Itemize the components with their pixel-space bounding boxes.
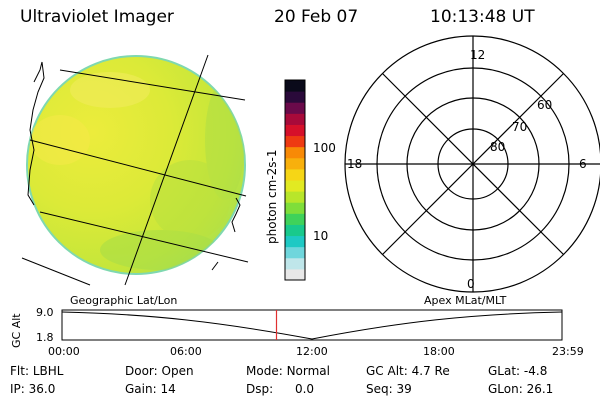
timeline-y-tick-low: 1.8 [36,331,54,344]
colorbar-tick-100: 100 [313,141,336,155]
polar-ring-70 [406,97,540,231]
date-label: 20 Feb 07 [274,7,359,27]
timeline-frame [61,309,563,341]
instrument-title: Ultraviolet Imager [20,7,174,27]
altitude-curve [61,311,563,340]
status-gain-label: Gain: [125,382,157,396]
timeline-x-tick-2: 12:00 [296,345,328,358]
colorbar-band [285,102,305,114]
colorbar-band [285,135,305,148]
colorbar-unit-label: photon cm-2s-1 [265,149,279,245]
colorbar-band [285,168,305,181]
status-dsp: Dsp: 0.0 [246,382,314,396]
status-glon-value: 26.1 [526,382,554,396]
polar-ring-60 [376,67,570,261]
colorbar-band [285,213,305,225]
colorbar-band [285,268,305,281]
polar-label-6: 6 [579,157,587,171]
latitude-line [39,211,249,263]
status-flt-value: LBHL [32,364,64,378]
colorbar-band [285,202,305,214]
latitude-line [29,139,247,197]
colorbar-band [285,80,305,92]
time-label: 10:13:48 UT [430,7,535,27]
latitude-line [21,257,91,286]
colorbar-band [285,91,305,103]
status-dsp-value: 0.0 [294,382,315,396]
earth-disk [26,55,246,275]
colorbar-band [285,146,305,159]
status-seq: Seq: 39 [366,382,412,396]
status-door-label: Door: [125,364,158,378]
timeline-left-label: Geographic Lat/Lon [70,294,178,307]
colorbar-band [285,157,305,170]
status-gain: Gain: 14 [125,382,176,396]
timeline-x-tick-0: 00:00 [48,345,80,358]
status-seq-value: 39 [396,382,412,396]
status-seq-label: Seq: [366,382,393,396]
colorbar-band [285,191,305,203]
colorbar-tick-10: 10 [313,229,329,243]
colorbar-band [285,246,305,259]
status-glat-value: -4.8 [523,364,548,378]
colorbar-band [285,235,305,248]
timeline-x-tick-3: 18:00 [423,345,455,358]
status-gcalt: GC Alt: 4.7 Re [366,364,450,378]
timeline-x-tick-4: 23:59 [552,345,584,358]
disk-texture [30,72,245,270]
status-glat: GLat: -4.8 [488,364,547,378]
timeline-y-tick-high: 9.0 [36,306,54,319]
polar-outer-ring [344,35,600,293]
timeline-y-label: GC Alt [10,313,23,348]
status-flt: Flt: LBHL [10,364,63,378]
status-glon: GLon: 26.1 [488,382,553,396]
polar-label-0: 0 [467,277,475,291]
polar-label-18: 18 [347,157,363,171]
status-ip-label: IP: [10,382,25,396]
status-glon-label: GLon: [488,382,523,396]
status-flt-label: Flt: [10,364,29,378]
timeline-x-tick-1: 06:00 [170,345,202,358]
status-glat-label: GLat: [488,364,521,378]
coastline [27,61,241,271]
status-mode-label: Mode: [246,364,283,378]
colorbar [284,79,306,281]
colorbar-band [285,180,305,192]
status-door: Door: Open [125,364,194,378]
colorbar-band [285,113,305,125]
latlon-grid [21,54,249,286]
colorbar-frame [284,79,306,281]
longitude-line [124,54,209,286]
colorbar-band [285,124,305,137]
polar-label-60: 60 [537,98,553,112]
polar-label-70: 70 [512,120,528,134]
status-gain-value: 14 [160,382,176,396]
status-mode-value: Normal [286,364,330,378]
colorbar-band [285,257,305,270]
polar-label-12: 12 [470,48,486,62]
timeline-right-label: Apex MLat/MLT [424,294,507,307]
status-mode: Mode: Normal [246,364,330,378]
status-gcalt-value: 4.7 Re [411,364,450,378]
status-gcalt-label: GC Alt: [366,364,408,378]
polar-label-80: 80 [490,140,506,154]
latitude-line [59,69,246,101]
status-door-value: Open [161,364,194,378]
status-ip-value: 36.0 [28,382,56,396]
colorbar-band [285,224,305,237]
status-ip: IP: 36.0 [10,382,55,396]
status-dsp-label: Dsp: [246,382,274,396]
